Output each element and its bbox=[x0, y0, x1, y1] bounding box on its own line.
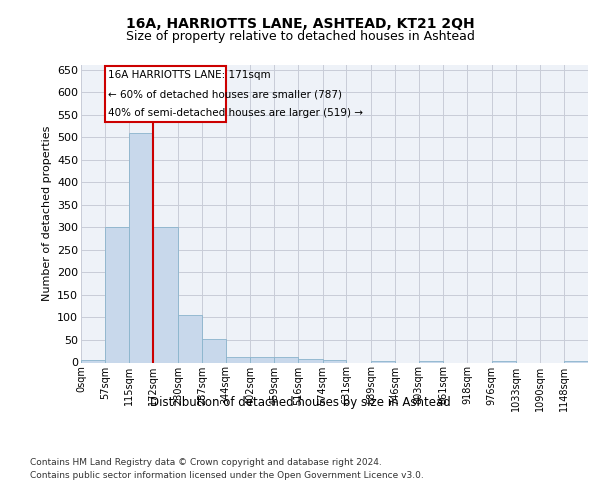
Bar bbox=[202, 339, 226, 362]
Bar bbox=[564, 361, 588, 362]
Bar bbox=[419, 361, 443, 362]
Bar bbox=[178, 315, 202, 362]
Bar bbox=[323, 360, 346, 362]
Bar bbox=[274, 357, 298, 362]
Bar bbox=[154, 228, 178, 362]
Bar bbox=[130, 132, 154, 362]
Bar bbox=[105, 228, 130, 362]
FancyBboxPatch shape bbox=[105, 66, 226, 122]
Text: Distribution of detached houses by size in Ashtead: Distribution of detached houses by size … bbox=[149, 396, 451, 409]
Text: 40% of semi-detached houses are larger (519) →: 40% of semi-detached houses are larger (… bbox=[107, 108, 362, 118]
Y-axis label: Number of detached properties: Number of detached properties bbox=[41, 126, 52, 302]
Text: 16A, HARRIOTTS LANE, ASHTEAD, KT21 2QH: 16A, HARRIOTTS LANE, ASHTEAD, KT21 2QH bbox=[125, 18, 475, 32]
Bar bbox=[81, 360, 105, 362]
Bar bbox=[250, 356, 274, 362]
Text: ← 60% of detached houses are smaller (787): ← 60% of detached houses are smaller (78… bbox=[107, 89, 341, 99]
Bar bbox=[226, 356, 250, 362]
Bar bbox=[491, 361, 515, 362]
Text: Contains public sector information licensed under the Open Government Licence v3: Contains public sector information licen… bbox=[30, 470, 424, 480]
Bar bbox=[371, 361, 395, 362]
Bar bbox=[298, 359, 323, 362]
Text: Contains HM Land Registry data © Crown copyright and database right 2024.: Contains HM Land Registry data © Crown c… bbox=[30, 458, 382, 467]
Text: 16A HARRIOTTS LANE: 171sqm: 16A HARRIOTTS LANE: 171sqm bbox=[107, 70, 270, 81]
Text: Size of property relative to detached houses in Ashtead: Size of property relative to detached ho… bbox=[125, 30, 475, 43]
